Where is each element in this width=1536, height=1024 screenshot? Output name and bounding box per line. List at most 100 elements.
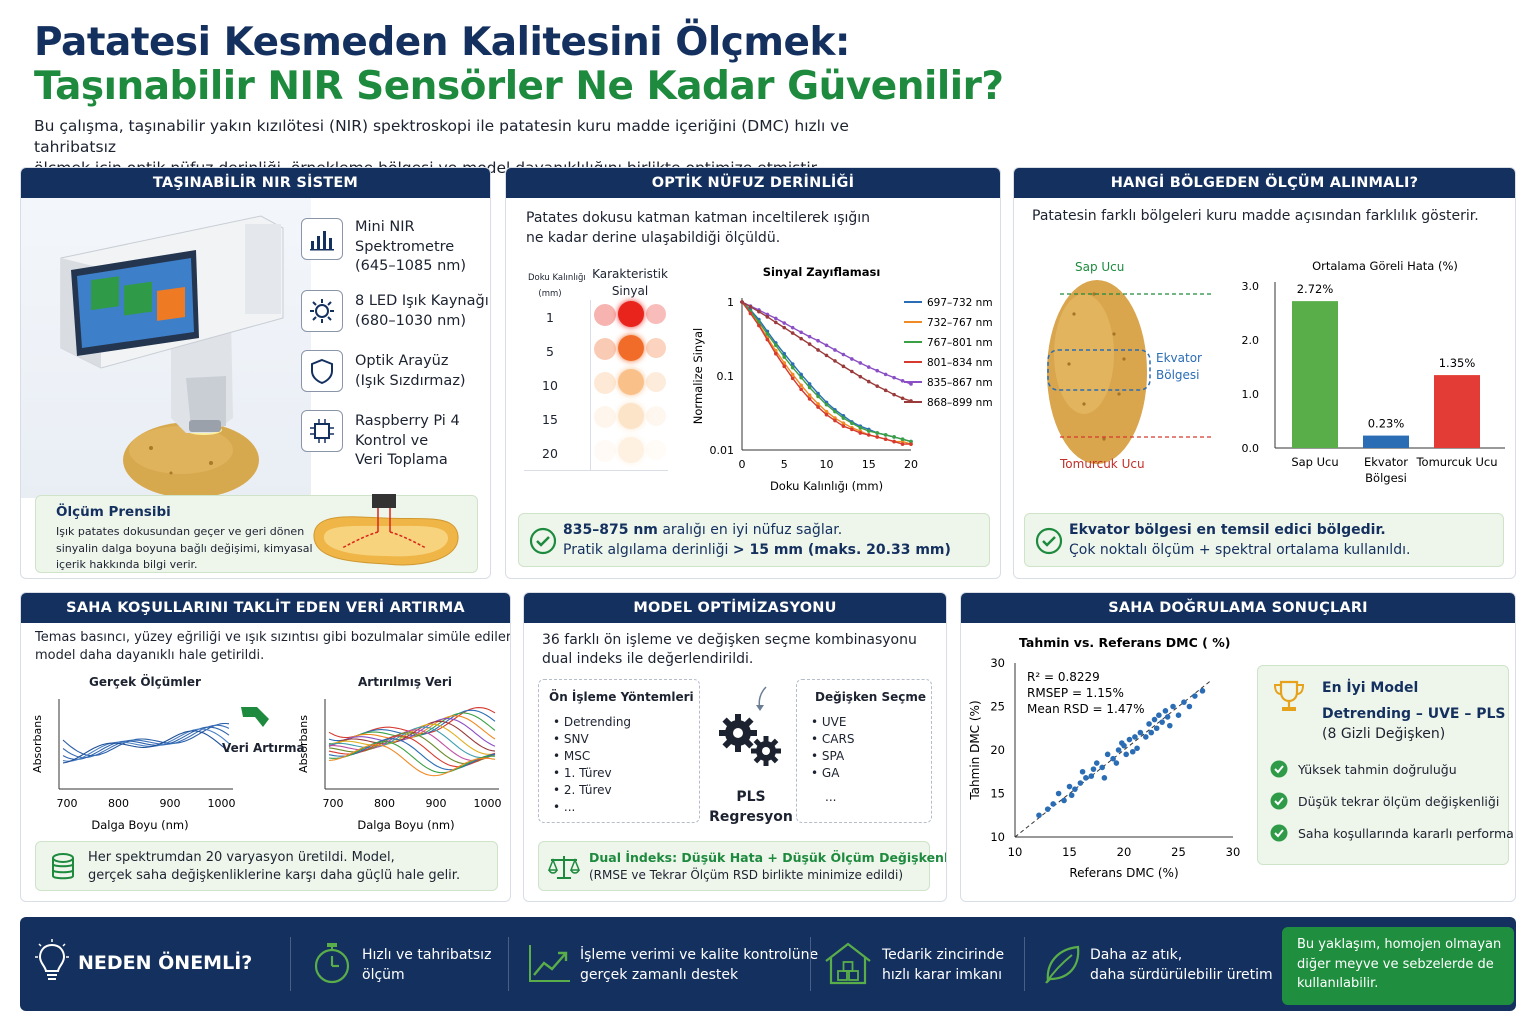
- depth-description: Patates dokusu katman katman inceltilere…: [526, 208, 870, 248]
- principle-title: Ölçüm Prensibi: [56, 504, 171, 520]
- spectrometer-icon: [301, 218, 343, 260]
- data-point: [799, 383, 803, 388]
- check-item: Saha koşullarında kararlı performans: [1270, 824, 1515, 842]
- signal-halo: [646, 372, 666, 392]
- benefit-efficiency: İşleme verimi ve kalite kontrolüne gerçek…: [580, 945, 818, 985]
- spectrum-line: [328, 744, 496, 777]
- spectrum-line: [328, 738, 496, 771]
- benefit-supply-line1: Tedarik zincirinde: [882, 947, 1005, 963]
- depth-note-line1: 835–875 nm aralığı en iyi nüfuz sağlar.: [563, 522, 842, 538]
- pls-line1: PLS: [736, 789, 766, 805]
- check-circle-icon: [1035, 527, 1063, 555]
- variable-selection-list: • UVE • CARS • SPA • GA: [811, 714, 854, 782]
- scatter-point: [1126, 736, 1133, 743]
- label-stem-end: Sap Ucu: [1075, 260, 1125, 274]
- preprocessing-list: • Detrending • SNV • MSC • 1. Türev • 2. Tür…: [553, 714, 631, 816]
- data-point: [900, 442, 905, 446]
- y-tick-label: 10: [990, 830, 1005, 844]
- y-tick-label: 15: [990, 787, 1005, 801]
- region-note-bold: Ekvator bölgesi en temsil edici bölgedir…: [1069, 522, 1386, 538]
- data-point: [833, 348, 837, 352]
- why-important-title: NEDEN ÖNEMLİ?: [78, 952, 253, 974]
- spectrum-line: [62, 724, 230, 759]
- scatter-point: [1159, 719, 1165, 725]
- data-point: [883, 433, 888, 437]
- legend-entry: 801–834 nm: [927, 357, 993, 369]
- scatter-point: [1090, 766, 1097, 772]
- depth-desc-line1: Patates dokusu katman katman inceltilere…: [526, 210, 871, 226]
- divider: [810, 937, 811, 991]
- best-model-box: En İyi Model Detrending – UVE – PLS (8 G…: [1257, 665, 1515, 865]
- legend-entry: 767–801 nm: [927, 337, 993, 349]
- thickness-value: 10: [542, 378, 558, 393]
- attenuation-chart: Sinyal Zayıflaması 1 0.1 0.01 0 5 10 15 20 Doku K…: [691, 265, 993, 493]
- data-point: [824, 409, 829, 414]
- signal-halo: [594, 338, 616, 360]
- panel-optical-depth: OPTİK NÜFUZ DERİNLİĞİ Patates dokusu kat…: [505, 167, 1001, 579]
- augmented-spectra-chart: Absorbans 700 800 900 1000 Dalga Boyu (nm): [297, 699, 502, 832]
- scatter-point: [1123, 751, 1129, 758]
- leaf-icon: [1045, 945, 1080, 984]
- signal-spot: [618, 437, 644, 463]
- panel-field-validation: SAHA DOĞRULAMA SONUÇLARI Tahmin vs. Refe…: [960, 592, 1516, 902]
- data-point: [866, 365, 871, 369]
- panel-title: TAŞINABİLİR NIR SİSTEM: [21, 168, 490, 198]
- data-point: [790, 325, 795, 330]
- trophy-icon: [1273, 680, 1305, 711]
- item-optic-line1: Optik Arayüz: [355, 353, 449, 369]
- data-point: [824, 343, 829, 348]
- signal-header-line1: Karakteristik: [592, 267, 668, 281]
- data-point: [799, 387, 803, 392]
- why-important-bar: NEDEN ÖNEMLİ? Hızlı ve tahribatsız ölçüm …: [20, 917, 1516, 1011]
- scatter-point: [1061, 797, 1067, 804]
- x-tick-label: 30: [1226, 845, 1241, 859]
- y-tick-label: 1.0: [1242, 388, 1260, 401]
- scatter-point: [1115, 747, 1122, 753]
- real-spectra-chart: Absorbans 700 800 900 1000 Dalga Boyu (nm): [31, 699, 236, 832]
- data-point: [900, 437, 905, 441]
- callout-line3: kullanılabilir.: [1297, 976, 1379, 991]
- item-led-line1: 8 LED Işık Kaynağı: [355, 293, 489, 309]
- panel-title: HANGİ BÖLGEDEN ÖLÇÜM ALINMALI?: [1014, 168, 1515, 198]
- scatter-point: [1137, 729, 1144, 736]
- principle-text: Işık patates dokusundan geçer ve geri dö…: [56, 524, 313, 574]
- x-tick-label: 1000: [474, 797, 502, 810]
- panel-model-optimization: MODEL OPTİMİZASYONU 36 farklı ön işleme …: [523, 592, 947, 902]
- spectrum-line: [62, 728, 230, 762]
- aug-note-line1: Her spektrumdan 20 varyasyon üretildi. M…: [88, 850, 395, 865]
- scatter-point: [1079, 768, 1086, 775]
- panel-title: SAHA DOĞRULAMA SONUÇLARI: [961, 593, 1515, 623]
- variable-selection-item: • UVE: [811, 715, 847, 729]
- gears-icon: [719, 686, 781, 766]
- data-point: [850, 427, 854, 432]
- callout-line2: diğer meyve ve sebzelerde de: [1297, 956, 1494, 972]
- data-point: [816, 338, 820, 343]
- data-point: [807, 342, 812, 346]
- panel-title: OPTİK NÜFUZ DERİNLİĞİ: [506, 168, 1000, 198]
- augmentation-note: Her spektrumdan 20 varyasyon üretildi. M…: [88, 849, 460, 885]
- data-point: [757, 323, 761, 328]
- region-note-box: Ekvator bölgesi en temsil edici bölgedir…: [1024, 513, 1504, 567]
- model-desc-line2: dual indeks ile değerlendirildi.: [542, 651, 754, 667]
- data-point: [757, 320, 761, 324]
- signal-spot: [618, 403, 644, 429]
- data-point: [833, 409, 837, 414]
- scatter-point: [1143, 734, 1149, 740]
- scatter-point: [1153, 725, 1160, 732]
- data-point: [807, 382, 812, 386]
- spectrum-line: [328, 729, 496, 762]
- augmentation-note-box: Her spektrumdan 20 varyasyon üretildi. M…: [35, 841, 498, 891]
- divider: [1024, 937, 1025, 991]
- region-note-line1: Ekvator bölgesi en temsil edici bölgedir…: [1069, 522, 1386, 538]
- benefit-supply-line2: hızlı karar imkanı: [882, 967, 1003, 983]
- benefit-fast-line2: ölçüm: [362, 967, 405, 983]
- item-raspberry-line1: Raspberry Pi 4: [355, 413, 460, 429]
- item-spectrometer-line1: Mini NIR: [355, 219, 415, 235]
- best-model-name: Detrending – UVE – PLS: [1322, 706, 1506, 722]
- potato-cross-section-illustration: [313, 494, 459, 566]
- chart-title: Tahmin vs. Referans DMC ( %): [1019, 635, 1230, 650]
- signal-halo: [646, 304, 666, 324]
- data-point: [858, 425, 863, 430]
- data-point: [790, 362, 795, 366]
- region-description: Patatesin farklı bölgeleri kuru madde aç…: [1032, 208, 1479, 224]
